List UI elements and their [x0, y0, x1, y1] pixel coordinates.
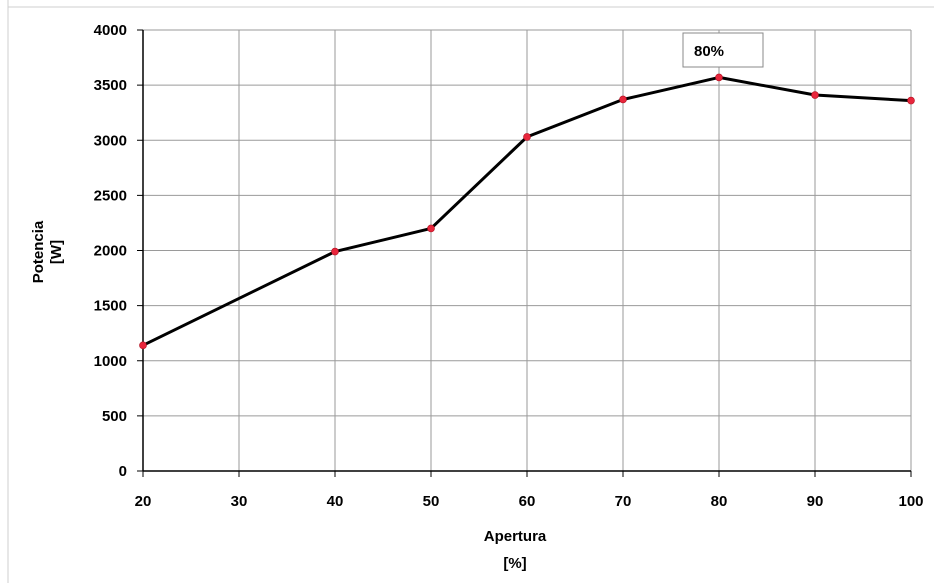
- data-point: [715, 73, 723, 82]
- annotation-label: 80%: [694, 43, 724, 60]
- y-tick-label: 2500: [94, 187, 127, 204]
- data-markers: [139, 73, 915, 350]
- x-tick-label: 50: [423, 493, 440, 510]
- y-tick-label: 1000: [94, 353, 127, 370]
- x-tick-label: 20: [135, 493, 152, 510]
- data-point: [619, 95, 627, 104]
- y-tick-label: 500: [102, 408, 127, 425]
- x-tick-labels: 20 30 40 50 60 70 80 90 100: [135, 493, 924, 510]
- x-tick-label: 100: [898, 493, 923, 510]
- data-point: [523, 133, 531, 141]
- data-point: [139, 341, 147, 350]
- x-tick-label: 80: [711, 493, 728, 510]
- annotation-callout: 80%: [682, 32, 764, 68]
- series-polyline: [142, 75, 912, 347]
- y-tick-labels: 0 500 1000 1500 2000 2500 3000 3500 4000: [94, 22, 127, 480]
- y-tick-label: 1500: [94, 298, 127, 315]
- y-tick-label: 2000: [94, 243, 127, 260]
- data-point: [427, 224, 435, 233]
- grid-lines: [143, 29, 912, 471]
- x-axis-title-line1: Apertura: [484, 528, 547, 545]
- x-axis-title-line2: [%]: [503, 555, 526, 572]
- axes: [137, 29, 912, 477]
- data-point: [811, 91, 819, 99]
- x-tick-label: 70: [615, 493, 632, 510]
- x-tick-label: 60: [519, 493, 536, 510]
- y-tick-label: 3500: [94, 77, 127, 94]
- y-tick-label: 0: [119, 463, 127, 480]
- x-tick-label: 90: [807, 493, 824, 510]
- data-point: [331, 247, 339, 256]
- x-tick-label: 30: [231, 493, 248, 510]
- y-axis-title-line2: [W]: [48, 240, 65, 264]
- series-line: [142, 75, 912, 347]
- annotation-box: [682, 32, 764, 68]
- y-axis-title-line1: Potencia: [30, 220, 47, 283]
- data-point: [907, 96, 915, 105]
- y-tick-label: 3000: [94, 132, 127, 149]
- x-tick-label: 40: [327, 493, 344, 510]
- y-tick-label: 4000: [94, 22, 127, 39]
